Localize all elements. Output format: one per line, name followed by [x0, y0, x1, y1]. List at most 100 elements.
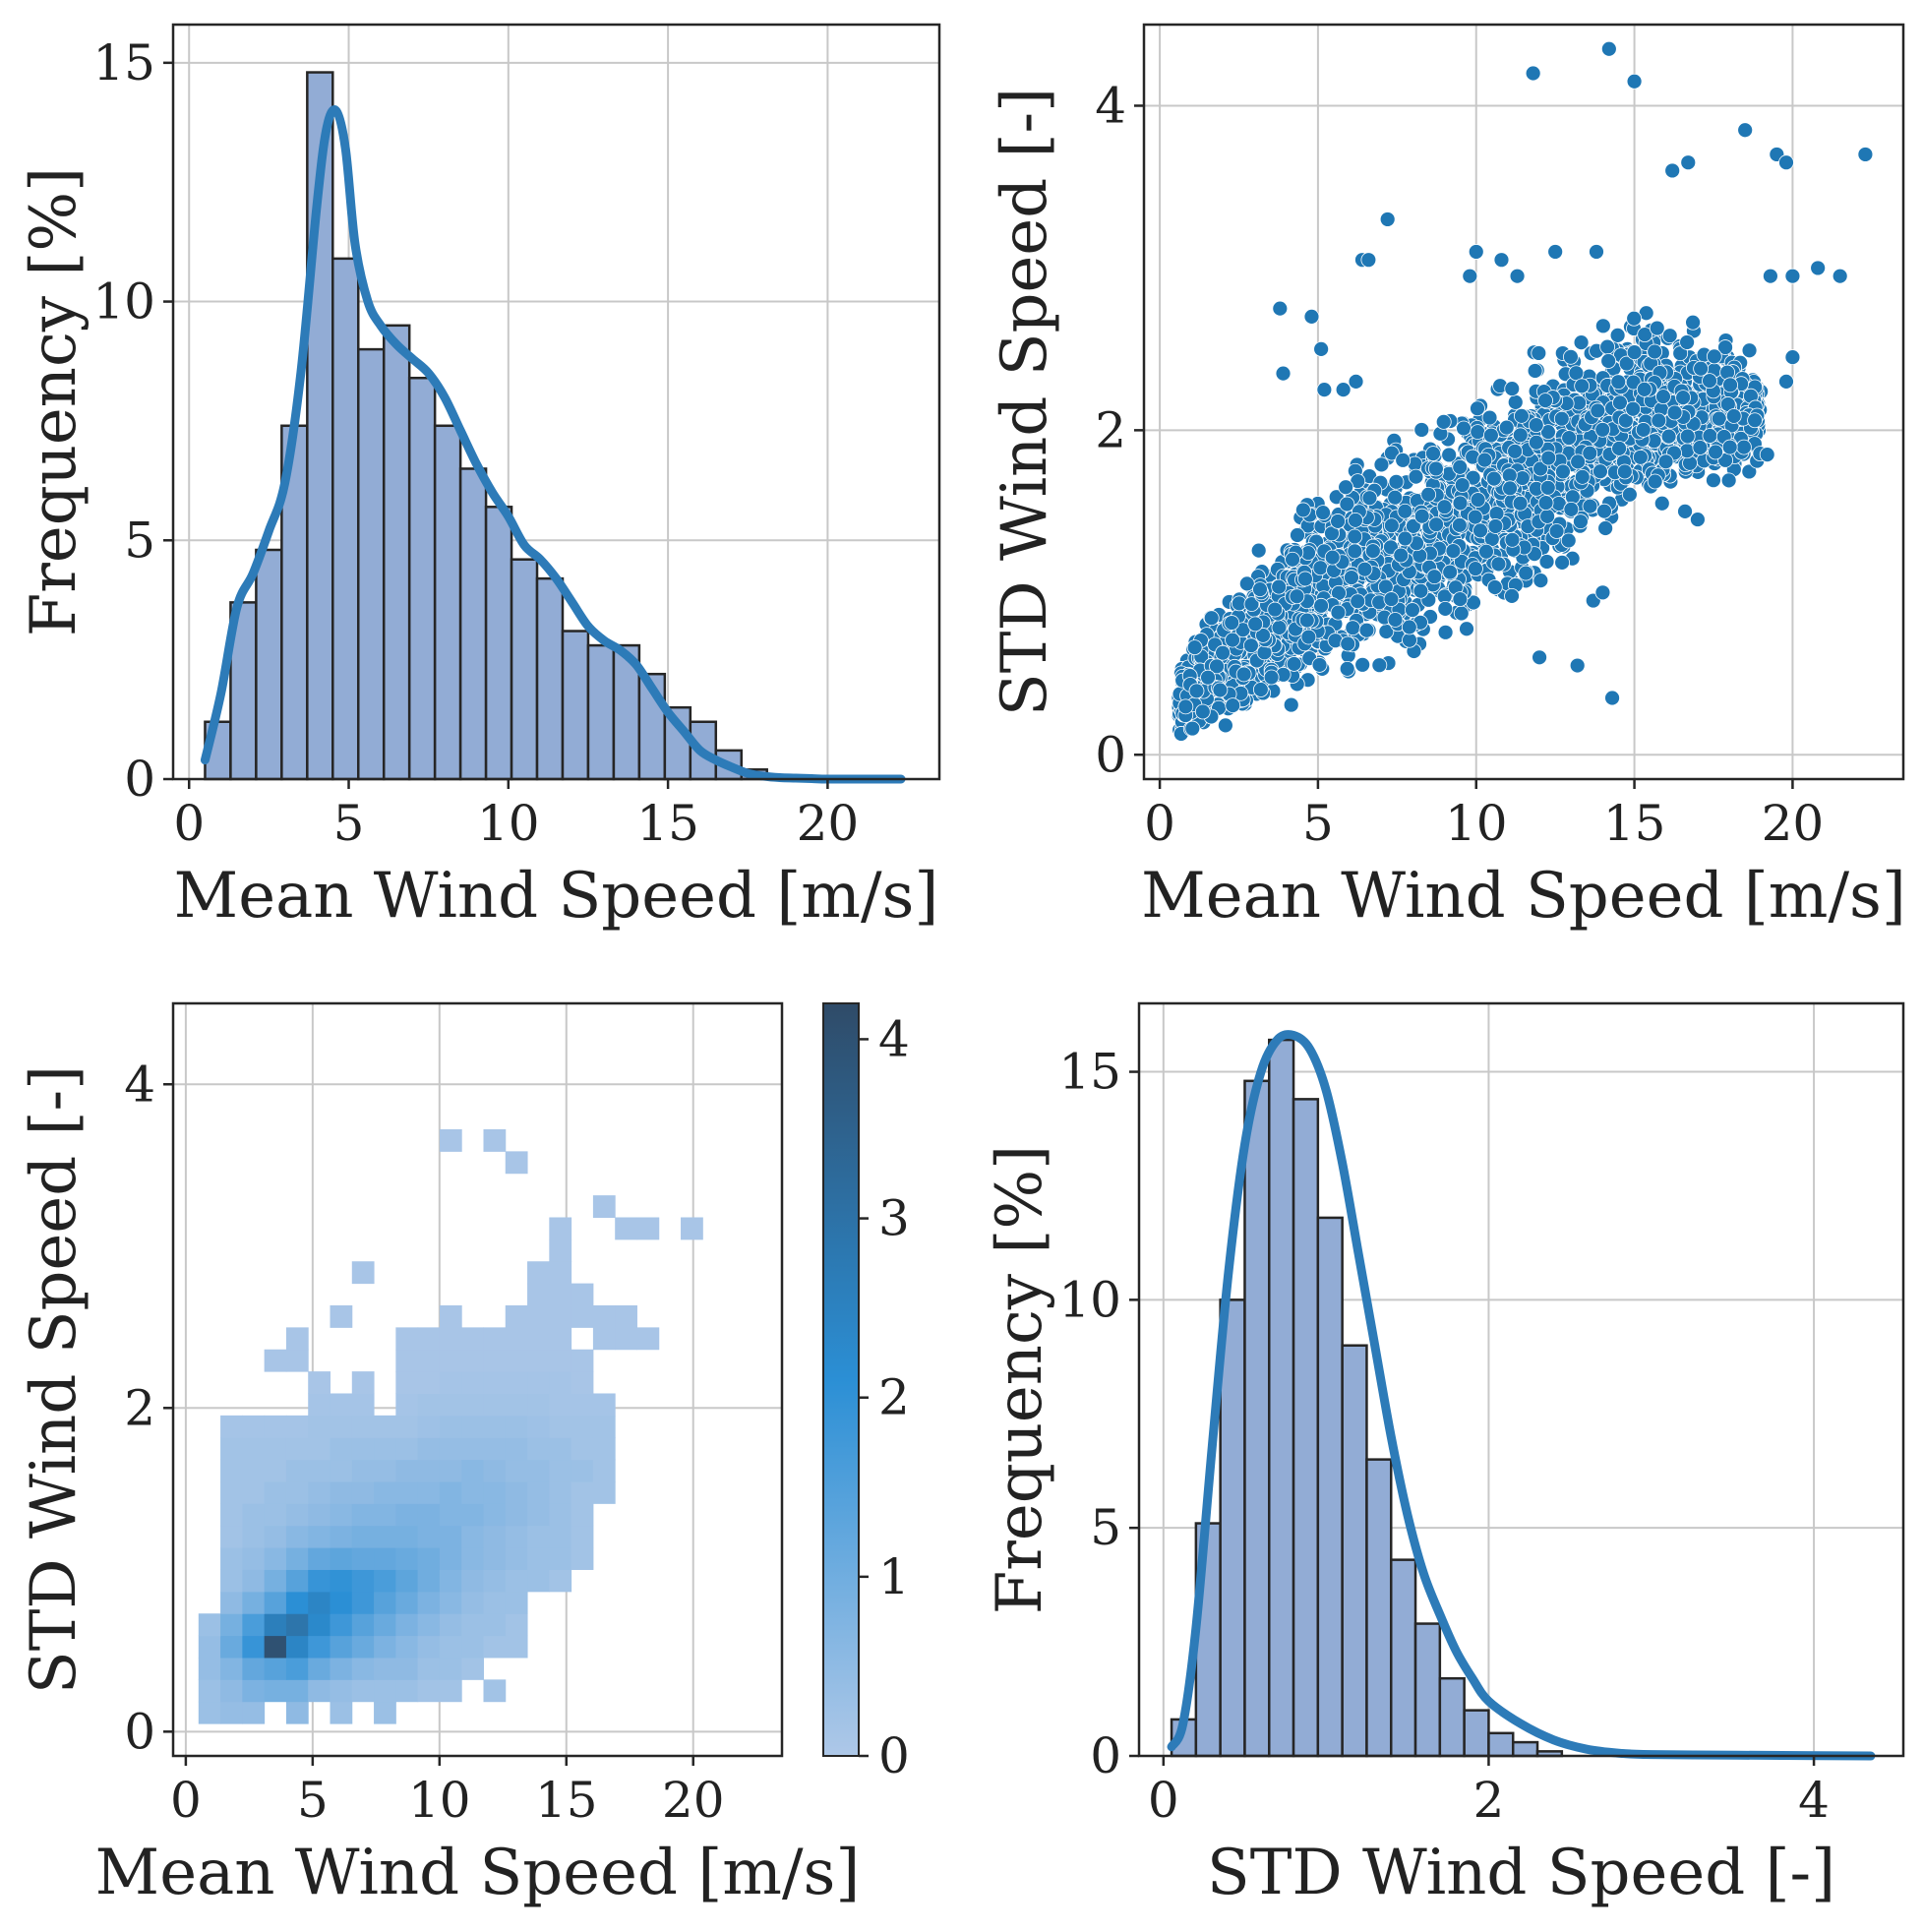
heatmap-cell [242, 1679, 266, 1703]
heatmap-cell [264, 1591, 287, 1614]
scatter-point [1574, 378, 1591, 394]
heatmap-cell [374, 1701, 396, 1724]
scatter-point [1540, 424, 1556, 441]
heatmap-cell [264, 1415, 287, 1438]
heatmap-cell [417, 1547, 441, 1570]
scatter-point [1263, 669, 1280, 686]
heatmap-cell [483, 1459, 507, 1482]
scatter-point [1563, 501, 1580, 517]
scatter-point [1675, 390, 1692, 405]
scatter-point [1289, 588, 1305, 605]
heatmap-cell [242, 1591, 266, 1614]
scatter-point [1297, 571, 1313, 587]
heatmap-cell [505, 1569, 528, 1593]
scatter-point [1387, 489, 1404, 506]
plot-frame [171, 23, 941, 781]
heatmap-cell [483, 1371, 507, 1394]
heatmap-cell [549, 1503, 572, 1527]
scatter-point [1626, 310, 1643, 327]
heatmap-cell [615, 1327, 637, 1351]
heatmap-cell [285, 1459, 309, 1482]
scatter-point [1383, 539, 1399, 556]
y-tick-label: 0 [1095, 726, 1126, 783]
heatmap-cell [220, 1613, 243, 1637]
gridlines [1144, 25, 1903, 779]
scatter-point [1177, 698, 1194, 715]
heatmap-cell [417, 1371, 441, 1394]
histogram-bar [1389, 1558, 1417, 1758]
scatter-point [1679, 428, 1696, 445]
heatmap-cell [285, 1327, 309, 1351]
scatter-point [1482, 427, 1499, 444]
scatter-point [1537, 392, 1553, 408]
heatmap-cell [308, 1613, 331, 1637]
heatmap-cell [527, 1415, 550, 1438]
heatmap-cell [242, 1569, 266, 1593]
scatter-point [1573, 334, 1590, 351]
heatmap-cell [592, 1437, 616, 1461]
scatter-point [1454, 477, 1471, 493]
heatmap-cell [242, 1657, 266, 1680]
scatter-point [1184, 720, 1201, 737]
scatter-point [1563, 348, 1579, 365]
scatter-point [1209, 658, 1225, 675]
scatter-point [1632, 449, 1649, 465]
scatter-point [1504, 587, 1520, 604]
heatmap-cell [220, 1459, 243, 1482]
scatter-point [1452, 591, 1469, 608]
scatter-point [1778, 154, 1794, 171]
heatmap-cell [374, 1569, 396, 1593]
scatter-point [1660, 428, 1677, 445]
y-tick-label: 5 [1090, 1499, 1121, 1556]
heatmap-cell [220, 1701, 243, 1724]
scatter-point [1331, 584, 1347, 601]
scatter-point [1335, 382, 1352, 398]
scatter-point [1344, 570, 1359, 585]
heatmap-cell [592, 1304, 616, 1328]
scatter-point [1330, 513, 1346, 529]
scatter-point [1250, 542, 1267, 559]
scatter-point [1413, 508, 1430, 524]
scatter-point [1599, 338, 1616, 355]
heatmap-cell [592, 1327, 616, 1351]
heatmap-cell [461, 1657, 484, 1680]
scatter-point [1612, 394, 1628, 411]
scatter-point [1548, 523, 1565, 539]
y-tick-label: 2 [1095, 401, 1126, 458]
heatmap-cell [483, 1349, 507, 1372]
scatter-point [1354, 656, 1371, 673]
scatter-point [1647, 473, 1663, 490]
heatmap-cell [483, 1613, 507, 1637]
heatmap-cell [571, 1415, 594, 1438]
heatmap-cell [439, 1591, 462, 1614]
heatmap-cell [417, 1503, 441, 1527]
scatter-point [1569, 657, 1586, 674]
scatter-point [1721, 439, 1738, 455]
heatmap-cell [264, 1657, 287, 1680]
heatmap-cell [220, 1679, 243, 1703]
scatter-point [1472, 522, 1488, 539]
heatmap-cell [285, 1525, 309, 1548]
scatter-point [1594, 318, 1611, 334]
scatter-point [1425, 446, 1441, 461]
scatter-point [1597, 520, 1614, 536]
heatmap-cell [527, 1525, 550, 1548]
scatter-point [1504, 381, 1521, 396]
heatmap-cell [308, 1679, 331, 1703]
scatter-point [1252, 581, 1268, 598]
heatmap-cell [505, 1591, 528, 1614]
scatter-point [1468, 561, 1483, 577]
heatmap-cell [308, 1437, 331, 1461]
heatmap-cell [330, 1525, 353, 1548]
heatmap-cell [330, 1415, 353, 1438]
heatmap-cell [505, 1613, 528, 1637]
heatmap-cell [242, 1459, 266, 1482]
histogram-bar [1219, 1298, 1246, 1758]
y-tick-label: 4 [124, 1056, 155, 1113]
scatter-point [1316, 382, 1333, 398]
histogram-bar [1316, 1216, 1344, 1758]
heatmap-cell [549, 1415, 572, 1438]
scatter-point [1538, 554, 1555, 570]
scatter-point [1720, 472, 1737, 489]
y-tick-label: 15 [1058, 1044, 1121, 1101]
